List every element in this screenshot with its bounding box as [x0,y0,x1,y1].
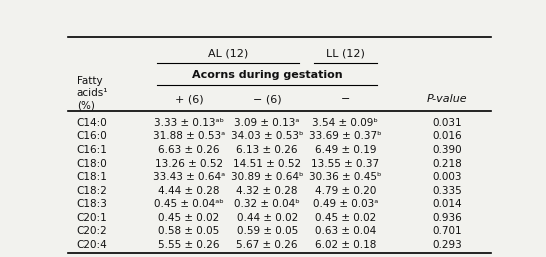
Text: 0.003: 0.003 [432,172,462,182]
Text: 4.32 ± 0.28: 4.32 ± 0.28 [236,186,298,196]
Text: 6.49 ± 0.19: 6.49 ± 0.19 [314,145,376,155]
Text: 0.32 ± 0.04ᵇ: 0.32 ± 0.04ᵇ [234,199,300,209]
Text: 3.54 ± 0.09ᵇ: 3.54 ± 0.09ᵇ [312,118,378,128]
Text: AL (12): AL (12) [208,49,248,59]
Text: C16:0: C16:0 [76,131,108,141]
Text: −: − [341,94,350,104]
Text: − (6): − (6) [253,94,281,104]
Text: Acorns during gestation: Acorns during gestation [192,70,342,80]
Text: LL (12): LL (12) [326,49,365,59]
Text: 30.36 ± 0.45ᵇ: 30.36 ± 0.45ᵇ [309,172,382,182]
Text: C20:1: C20:1 [76,213,108,223]
Text: C20:2: C20:2 [76,226,108,236]
Text: 0.63 ± 0.04: 0.63 ± 0.04 [315,226,376,236]
Text: 4.79 ± 0.20: 4.79 ± 0.20 [314,186,376,196]
Text: 31.88 ± 0.53ᵃ: 31.88 ± 0.53ᵃ [153,131,225,141]
Text: C16:1: C16:1 [76,145,108,155]
Text: 0.936: 0.936 [432,213,462,223]
Text: C18:0: C18:0 [76,159,108,169]
Text: 13.26 ± 0.52: 13.26 ± 0.52 [155,159,223,169]
Text: 30.89 ± 0.64ᵇ: 30.89 ± 0.64ᵇ [231,172,304,182]
Text: 14.51 ± 0.52: 14.51 ± 0.52 [233,159,301,169]
Text: 0.031: 0.031 [432,118,462,128]
Text: C20:4: C20:4 [76,240,108,250]
Text: + (6): + (6) [175,94,203,104]
Text: 0.335: 0.335 [432,186,462,196]
Text: 0.293: 0.293 [432,240,462,250]
Text: 0.59 ± 0.05: 0.59 ± 0.05 [236,226,298,236]
Text: 3.33 ± 0.13ᵃᵇ: 3.33 ± 0.13ᵃᵇ [154,118,224,128]
Text: 0.44 ± 0.02: 0.44 ± 0.02 [236,213,298,223]
Text: 0.014: 0.014 [432,199,462,209]
Text: 33.69 ± 0.37ᵇ: 33.69 ± 0.37ᵇ [309,131,382,141]
Text: C14:0: C14:0 [76,118,108,128]
Text: 3.09 ± 0.13ᵃ: 3.09 ± 0.13ᵃ [234,118,300,128]
Text: 5.55 ± 0.26: 5.55 ± 0.26 [158,240,219,250]
Text: 0.45 ± 0.04ᵃᵇ: 0.45 ± 0.04ᵃᵇ [154,199,224,209]
Text: C18:1: C18:1 [76,172,108,182]
Text: 34.03 ± 0.53ᵇ: 34.03 ± 0.53ᵇ [231,131,304,141]
Text: 0.701: 0.701 [432,226,462,236]
Text: 6.02 ± 0.18: 6.02 ± 0.18 [314,240,376,250]
Text: C18:3: C18:3 [76,199,108,209]
Text: 0.016: 0.016 [432,131,462,141]
Text: 13.55 ± 0.37: 13.55 ± 0.37 [311,159,379,169]
Text: 0.49 ± 0.03ᵃ: 0.49 ± 0.03ᵃ [313,199,378,209]
Text: 0.390: 0.390 [432,145,462,155]
Text: 0.45 ± 0.02: 0.45 ± 0.02 [315,213,376,223]
Text: 33.43 ± 0.64ᵃ: 33.43 ± 0.64ᵃ [153,172,225,182]
Text: 5.67 ± 0.26: 5.67 ± 0.26 [236,240,298,250]
Text: 0.45 ± 0.02: 0.45 ± 0.02 [158,213,219,223]
Text: Fatty
acids¹
(%): Fatty acids¹ (%) [76,76,108,110]
Text: C18:2: C18:2 [76,186,108,196]
Text: P-value: P-value [426,94,467,104]
Text: 6.13 ± 0.26: 6.13 ± 0.26 [236,145,298,155]
Text: 4.44 ± 0.28: 4.44 ± 0.28 [158,186,219,196]
Text: 0.218: 0.218 [432,159,462,169]
Text: 0.58 ± 0.05: 0.58 ± 0.05 [158,226,219,236]
Text: 6.63 ± 0.26: 6.63 ± 0.26 [158,145,219,155]
